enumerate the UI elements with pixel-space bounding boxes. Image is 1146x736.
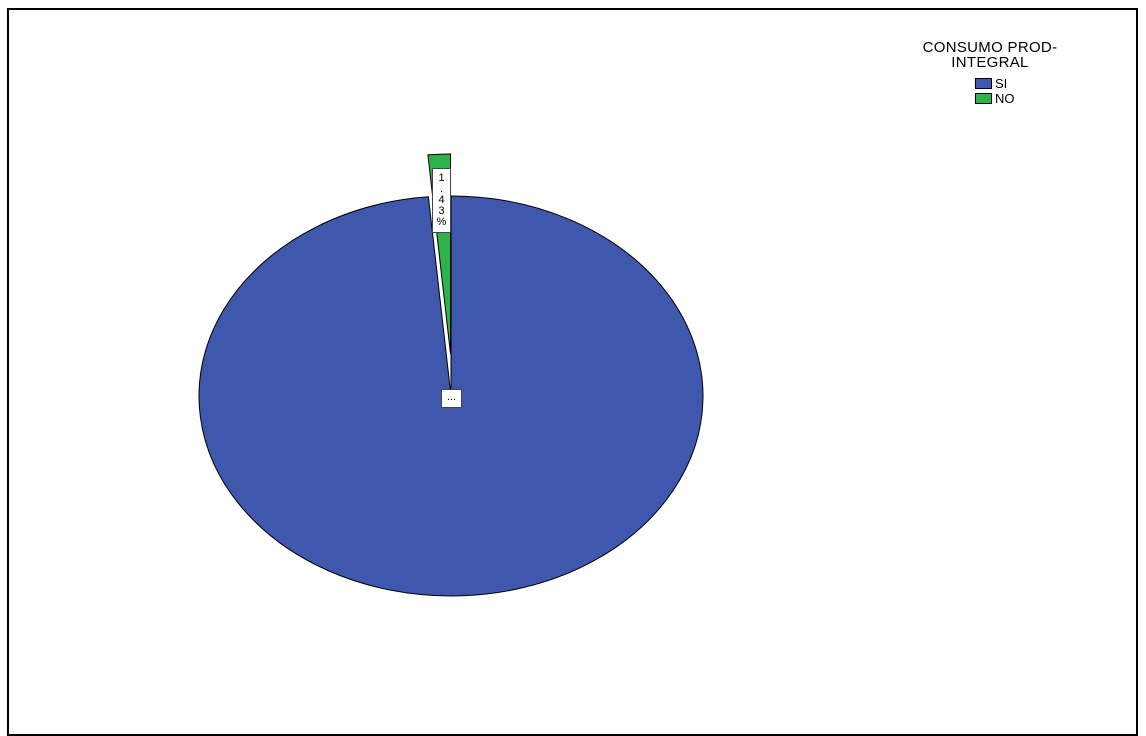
data-label-no-char: % <box>436 216 447 228</box>
data-label-no: 1 . 4 3 % <box>432 168 451 233</box>
legend-title: CONSUMO PROD- INTEGRAL <box>885 40 1095 70</box>
data-label-si: ... <box>441 389 462 408</box>
legend-swatch-si <box>975 78 992 89</box>
legend-label-no: NO <box>995 91 1015 106</box>
data-label-si-text: ... <box>446 391 457 403</box>
legend-item-no: NO <box>975 91 1115 106</box>
data-label-no-char: 3 <box>438 205 445 217</box>
legend-title-line: INTEGRAL <box>951 54 1029 71</box>
data-label-no-char: . <box>439 183 444 195</box>
data-label-no-char: 4 <box>438 194 445 206</box>
legend-item-si: SI <box>975 76 1115 91</box>
legend: CONSUMO PROD- INTEGRAL SI NO <box>885 40 1115 106</box>
legend-label-si: SI <box>995 76 1008 91</box>
data-label-no-char: 1 <box>438 172 445 184</box>
legend-swatch-no <box>975 93 992 104</box>
legend-title-line: CONSUMO PROD- <box>922 39 1058 56</box>
